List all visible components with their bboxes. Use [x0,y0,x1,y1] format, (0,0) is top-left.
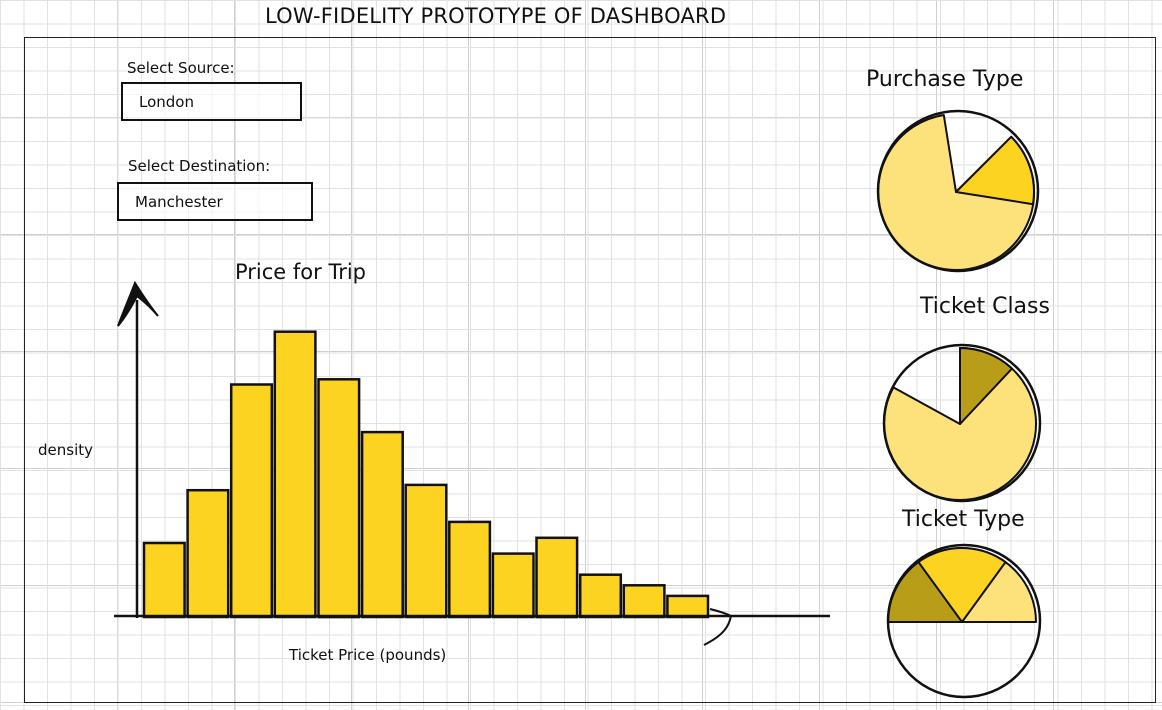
destination-value: Manchester [135,192,223,211]
ticket-type-pie [886,543,1042,699]
source-select[interactable]: London [121,82,302,121]
source-value: London [139,92,194,111]
page-title: LOW-FIDELITY PROTOTYPE OF DASHBOARD [265,4,727,28]
source-label: Select Source: [127,59,235,77]
histogram-bar [273,330,317,619]
ticket-class-pie-slice [959,347,1013,425]
destination-select[interactable]: Manchester [117,182,313,221]
ticket-class-pie-outline [882,343,1042,503]
purchase-type-title: Purchase Type [866,67,1024,92]
x-axis-squiggle [703,608,733,646]
x-axis-label: Ticket Price (pounds) [289,646,447,664]
chart-title: Price for Trip [235,260,366,284]
purchase-type-pie [876,109,1040,273]
ticket-type-title: Ticket Type [902,507,1025,532]
destination-label: Select Destination: [128,157,271,175]
dashboard-frame [24,37,1156,703]
histogram-bar [578,573,623,619]
ticket-class-title: Ticket Class [920,294,1050,319]
y-axis-label: density [38,441,93,459]
histogram-bar [360,430,404,619]
y-axis-arrowhead [117,280,159,327]
purchase-type-pie-outline [876,109,1040,273]
histogram-bar [186,488,230,619]
purchase-type-pie-slice [955,135,1035,206]
histogram-bar [535,536,579,619]
histogram-bar [317,378,361,619]
ticket-type-pie-outline [886,543,1042,699]
histogram-bar [448,520,492,619]
ticket-class-pie [882,343,1042,503]
